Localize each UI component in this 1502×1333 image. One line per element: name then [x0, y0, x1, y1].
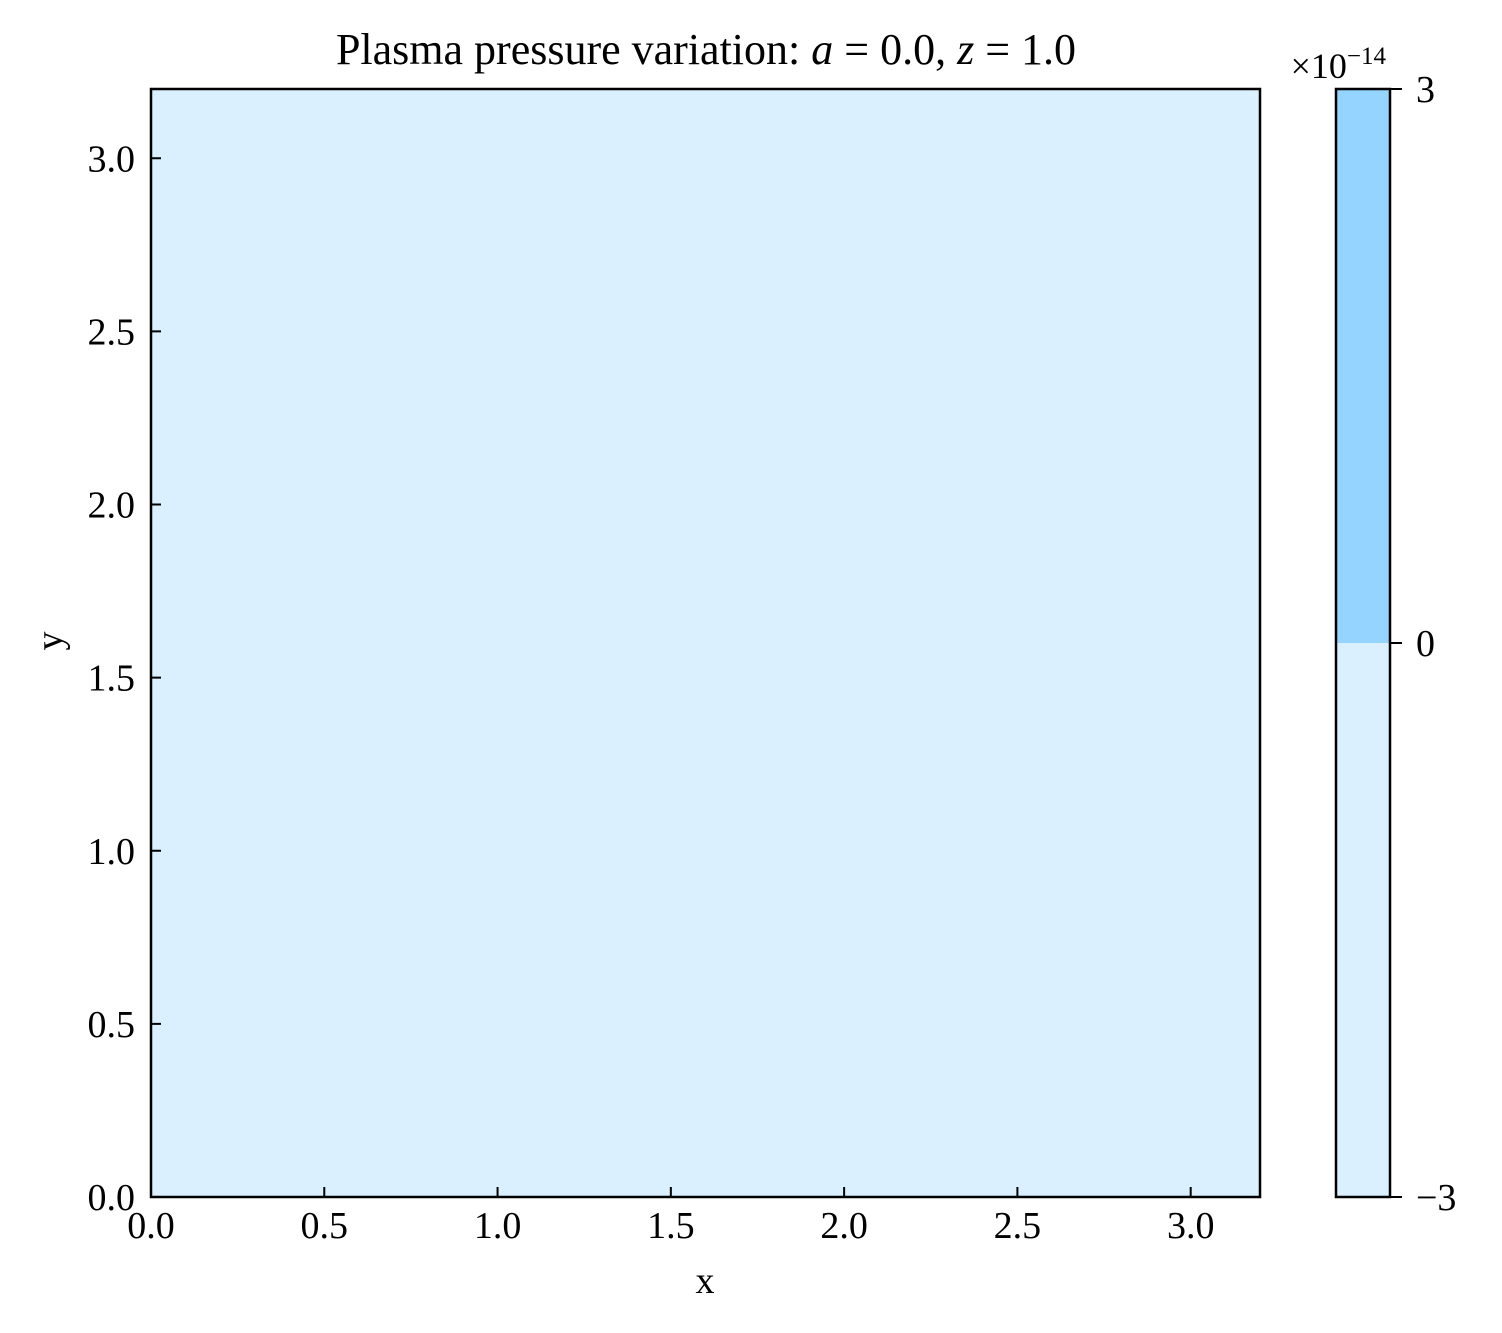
y-tick-label: 0.5	[88, 1004, 136, 1046]
y-tick-label: 1.0	[88, 831, 136, 873]
colorbar-level	[1336, 643, 1390, 1197]
y-tick-label: 2.0	[88, 485, 136, 527]
x-tick-label: 0.5	[301, 1205, 349, 1247]
colorbar-tick-label: −3	[1416, 1177, 1456, 1219]
y-axis-label: y	[29, 632, 71, 651]
colorbar: 3 0 −3 ×10−14	[1291, 43, 1457, 1219]
x-tick-label: 0.0	[127, 1205, 175, 1247]
y-tick-label: 2.5	[88, 311, 136, 353]
plot-area: 0.0 0.5 1.0 1.5 2.0 2.5 3.0 0.0 0.5 1.0 1.5 2.0 2.5…	[88, 87, 1262, 1247]
y-tick-label: 3.0	[88, 138, 136, 180]
y-tick-label: 1.5	[88, 658, 136, 700]
y-tick-label: 0.0	[88, 1177, 136, 1219]
colorbar-ticks: 3 0 −3	[1390, 69, 1456, 1219]
colorbar-levels	[1336, 89, 1390, 1197]
colorbar-level	[1336, 89, 1390, 643]
colorbar-tick-label: 3	[1416, 69, 1435, 111]
x-tick-label: 2.0	[820, 1205, 868, 1247]
x-tick-label: 2.5	[994, 1205, 1042, 1247]
plot-frame	[149, 87, 1262, 1199]
heatmap-field	[151, 89, 1260, 1197]
colorbar-frame	[1334, 87, 1392, 1199]
x-axis-label: x	[696, 1260, 715, 1302]
x-axis-ticks: 0.0 0.5 1.0 1.5 2.0 2.5 3.0	[127, 1187, 1214, 1247]
x-tick-label: 1.5	[647, 1205, 695, 1247]
chart-title: Plasma pressure variation: a = 0.0, z = …	[336, 25, 1076, 74]
y-axis-ticks: 0.0 0.5 1.0 1.5 2.0 2.5 3.0	[88, 138, 161, 1219]
colorbar-multiplier: ×10−14	[1291, 43, 1387, 86]
x-tick-label: 1.0	[474, 1205, 522, 1247]
x-tick-label: 3.0	[1167, 1205, 1215, 1247]
colorbar-tick-label: 0	[1416, 623, 1435, 665]
